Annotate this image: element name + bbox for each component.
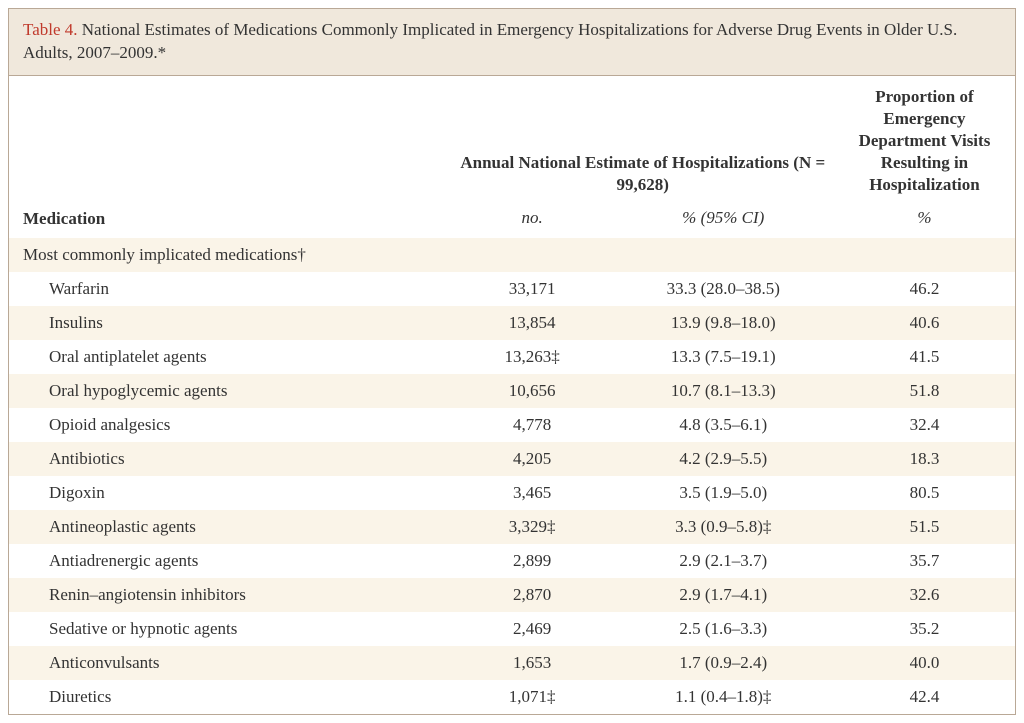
medications-table: Medication Annual National Estimate of H…	[9, 76, 1015, 714]
cell-proportion: 40.0	[834, 646, 1015, 680]
cell-ci: 2.5 (1.6–3.3)	[613, 612, 834, 646]
cell-no: 1,653	[452, 646, 613, 680]
cell-no: 2,899	[452, 544, 613, 578]
cell-no: 10,656	[452, 374, 613, 408]
cell-medication: Antibiotics	[9, 442, 452, 476]
cell-proportion: 40.6	[834, 306, 1015, 340]
subheader-prop: %	[834, 204, 1015, 238]
table-row: Antineoplastic agents3,329‡3.3 (0.9–5.8)…	[9, 510, 1015, 544]
table-caption: Table 4. National Estimates of Medicatio…	[9, 9, 1015, 76]
table-4-container: Table 4. National Estimates of Medicatio…	[8, 8, 1016, 715]
table-title: National Estimates of Medications Common…	[23, 20, 957, 62]
subheader-no: no.	[452, 204, 613, 238]
table-row: Opioid analgesics4,7784.8 (3.5–6.1)32.4	[9, 408, 1015, 442]
cell-no: 13,263‡	[452, 340, 613, 374]
subheader-ci: % (95% CI)	[613, 204, 834, 238]
table-row: Sedative or hypnotic agents2,4692.5 (1.6…	[9, 612, 1015, 646]
cell-proportion: 51.5	[834, 510, 1015, 544]
table-row: Antibiotics4,2054.2 (2.9–5.5)18.3	[9, 442, 1015, 476]
cell-medication: Oral antiplatelet agents	[9, 340, 452, 374]
cell-no: 1,071‡	[452, 680, 613, 714]
cell-no: 4,778	[452, 408, 613, 442]
cell-medication: Warfarin	[9, 272, 452, 306]
cell-medication: Digoxin	[9, 476, 452, 510]
table-row: Anticonvulsants1,6531.7 (0.9–2.4)40.0	[9, 646, 1015, 680]
cell-medication: Anticonvulsants	[9, 646, 452, 680]
cell-ci: 2.9 (1.7–4.1)	[613, 578, 834, 612]
cell-ci: 33.3 (28.0–38.5)	[613, 272, 834, 306]
header-medication: Medication	[9, 76, 452, 238]
cell-proportion: 32.4	[834, 408, 1015, 442]
header-proportion: Proportion of Emergency Department Visit…	[834, 76, 1015, 204]
cell-ci: 4.2 (2.9–5.5)	[613, 442, 834, 476]
cell-no: 3,465	[452, 476, 613, 510]
cell-medication: Antineoplastic agents	[9, 510, 452, 544]
table-row: Warfarin33,17133.3 (28.0–38.5)46.2	[9, 272, 1015, 306]
cell-medication: Sedative or hypnotic agents	[9, 612, 452, 646]
cell-ci: 1.7 (0.9–2.4)	[613, 646, 834, 680]
cell-ci: 4.8 (3.5–6.1)	[613, 408, 834, 442]
cell-ci: 1.1 (0.4–1.8)‡	[613, 680, 834, 714]
cell-medication: Insulins	[9, 306, 452, 340]
cell-ci: 10.7 (8.1–13.3)	[613, 374, 834, 408]
cell-proportion: 35.7	[834, 544, 1015, 578]
table-row: Oral hypoglycemic agents10,65610.7 (8.1–…	[9, 374, 1015, 408]
cell-ci: 13.3 (7.5–19.1)	[613, 340, 834, 374]
cell-medication: Opioid analgesics	[9, 408, 452, 442]
cell-medication: Oral hypoglycemic agents	[9, 374, 452, 408]
cell-no: 2,469	[452, 612, 613, 646]
table-row: Renin–angiotensin inhibitors2,8702.9 (1.…	[9, 578, 1015, 612]
section-label: Most commonly implicated medications†	[9, 238, 1015, 272]
cell-medication: Antiadrenergic agents	[9, 544, 452, 578]
cell-no: 4,205	[452, 442, 613, 476]
cell-no: 33,171	[452, 272, 613, 306]
table-row: Digoxin3,4653.5 (1.9–5.0)80.5	[9, 476, 1015, 510]
cell-proportion: 42.4	[834, 680, 1015, 714]
cell-proportion: 80.5	[834, 476, 1015, 510]
cell-ci: 3.5 (1.9–5.0)	[613, 476, 834, 510]
table-row: Oral antiplatelet agents13,263‡13.3 (7.5…	[9, 340, 1015, 374]
table-row: Diuretics1,071‡1.1 (0.4–1.8)‡42.4	[9, 680, 1015, 714]
table-body: Most commonly implicated medications† Wa…	[9, 238, 1015, 714]
cell-medication: Diuretics	[9, 680, 452, 714]
cell-proportion: 32.6	[834, 578, 1015, 612]
table-row: Insulins13,85413.9 (9.8–18.0)40.6	[9, 306, 1015, 340]
cell-ci: 13.9 (9.8–18.0)	[613, 306, 834, 340]
table-label: Table 4.	[23, 20, 78, 39]
cell-no: 3,329‡	[452, 510, 613, 544]
cell-medication: Renin–angiotensin inhibitors	[9, 578, 452, 612]
cell-no: 13,854	[452, 306, 613, 340]
cell-no: 2,870	[452, 578, 613, 612]
header-annual-estimate: Annual National Estimate of Hospitalizat…	[452, 76, 834, 204]
cell-ci: 3.3 (0.9–5.8)‡	[613, 510, 834, 544]
section-row: Most commonly implicated medications†	[9, 238, 1015, 272]
cell-proportion: 41.5	[834, 340, 1015, 374]
table-row: Antiadrenergic agents2,8992.9 (2.1–3.7)3…	[9, 544, 1015, 578]
cell-proportion: 51.8	[834, 374, 1015, 408]
cell-ci: 2.9 (2.1–3.7)	[613, 544, 834, 578]
cell-proportion: 18.3	[834, 442, 1015, 476]
cell-proportion: 35.2	[834, 612, 1015, 646]
cell-proportion: 46.2	[834, 272, 1015, 306]
